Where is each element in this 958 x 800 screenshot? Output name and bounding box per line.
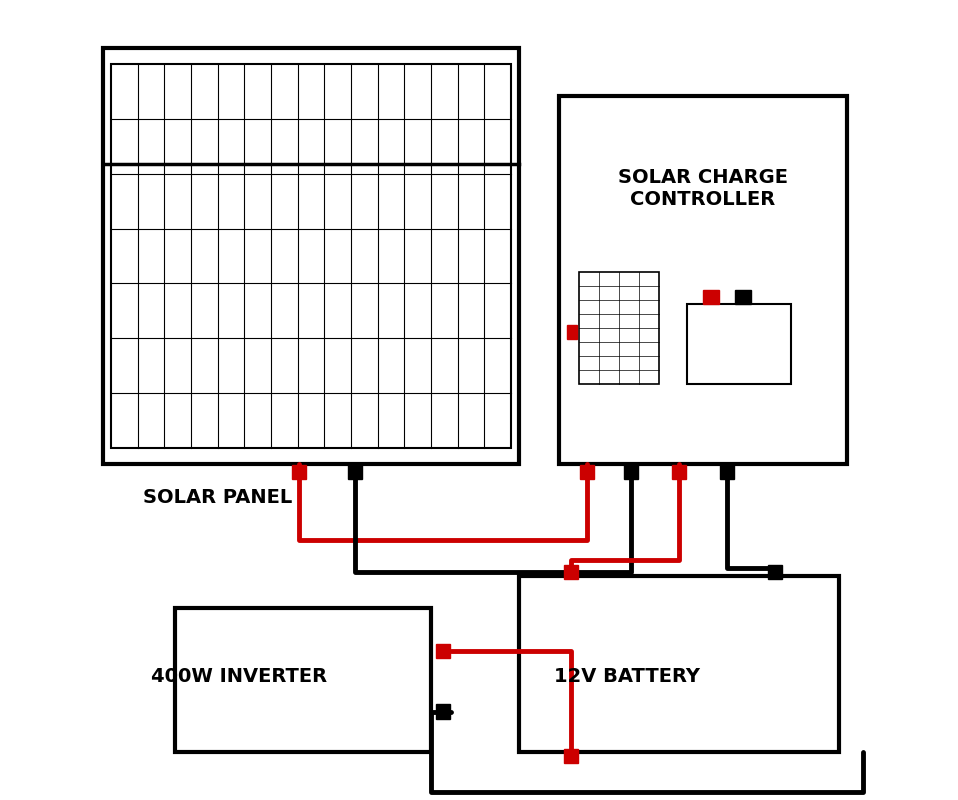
Bar (292, 465, 307, 479)
Bar (564, 565, 579, 579)
Bar (564, 749, 579, 763)
Text: SOLAR CHARGE
CONTROLLER: SOLAR CHARGE CONTROLLER (618, 168, 788, 209)
Text: 12V BATTERY: 12V BATTERY (554, 666, 700, 686)
Bar (348, 465, 362, 479)
Bar (580, 465, 594, 479)
Bar (579, 272, 659, 384)
Bar (436, 705, 450, 719)
Bar (103, 48, 519, 464)
Bar (111, 64, 511, 448)
Bar (624, 465, 638, 479)
Bar (175, 608, 431, 752)
Text: 400W INVERTER: 400W INVERTER (151, 666, 327, 686)
Bar (703, 290, 719, 304)
Bar (567, 325, 578, 339)
Bar (719, 465, 734, 479)
Bar (559, 96, 847, 464)
Bar (519, 576, 839, 752)
Bar (767, 565, 782, 579)
Bar (672, 465, 686, 479)
Bar (735, 290, 751, 304)
Bar (436, 644, 450, 658)
Bar (687, 304, 791, 384)
Text: SOLAR PANEL: SOLAR PANEL (143, 488, 292, 507)
